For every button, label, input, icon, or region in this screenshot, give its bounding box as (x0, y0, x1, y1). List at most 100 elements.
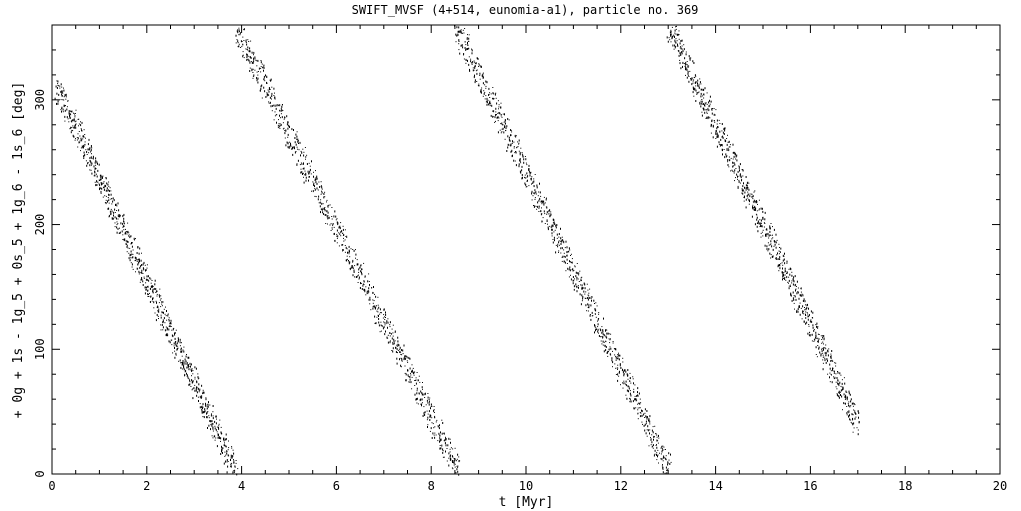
data-point (477, 84, 479, 86)
data-point (503, 131, 505, 134)
data-point (218, 436, 220, 439)
data-point (747, 193, 749, 196)
data-point (614, 354, 616, 356)
data-point (281, 104, 283, 106)
data-point (374, 315, 376, 318)
data-point (605, 346, 607, 348)
data-point (543, 200, 545, 203)
data-point (762, 210, 764, 213)
data-point (572, 276, 574, 278)
x-tick-label: 6 (333, 479, 340, 493)
data-point (164, 322, 166, 324)
data-point (198, 400, 199, 402)
data-point (505, 127, 507, 130)
data-point (825, 361, 827, 364)
data-point (130, 243, 132, 245)
data-point (226, 471, 228, 474)
data-point (504, 138, 506, 140)
data-point (329, 204, 331, 206)
data-point (74, 139, 76, 141)
data-point (681, 48, 683, 50)
data-point (92, 157, 94, 160)
data-point (79, 140, 81, 142)
data-point (417, 403, 419, 405)
data-point (856, 427, 858, 429)
data-point (327, 215, 329, 217)
data-point (778, 264, 780, 267)
data-point (336, 235, 338, 237)
data-point (239, 32, 241, 35)
data-point (591, 311, 593, 314)
data-point (632, 378, 634, 380)
data-point (295, 151, 297, 153)
data-point (305, 176, 307, 179)
data-point (68, 113, 70, 115)
data-point (422, 388, 423, 390)
data-point (595, 309, 597, 312)
data-point (690, 78, 691, 80)
data-point (619, 364, 621, 367)
data-point (478, 85, 480, 87)
data-point (804, 307, 805, 308)
data-point (662, 460, 664, 462)
data-point (83, 136, 85, 138)
data-point (560, 247, 562, 249)
data-point (308, 179, 309, 182)
data-point (428, 410, 430, 413)
data-point (106, 187, 108, 190)
data-point (422, 393, 424, 396)
data-point (754, 223, 756, 226)
data-point (434, 426, 436, 428)
data-point (500, 132, 502, 134)
data-point (344, 251, 346, 253)
data-point (464, 41, 466, 43)
data-point (168, 325, 170, 327)
data-point (547, 223, 548, 225)
data-point (178, 338, 179, 341)
data-point (207, 403, 209, 406)
data-point (807, 303, 808, 306)
data-point (587, 289, 589, 291)
data-point (460, 29, 462, 31)
data-point (492, 110, 494, 112)
data-point (343, 234, 345, 236)
data-point (171, 329, 173, 331)
data-point (518, 143, 520, 145)
data-point (423, 412, 425, 415)
data-point (739, 182, 741, 184)
data-point (360, 282, 361, 285)
data-point (274, 98, 276, 100)
data-point (797, 287, 799, 289)
data-point (457, 30, 459, 33)
data-point (817, 327, 819, 329)
data-point (348, 260, 349, 261)
data-point (440, 431, 441, 434)
data-point (726, 148, 728, 150)
data-point (442, 448, 444, 451)
data-point (375, 307, 376, 310)
data-point (141, 252, 142, 254)
data-point (248, 50, 250, 53)
data-point (210, 424, 212, 426)
data-point (586, 283, 588, 285)
data-point (442, 451, 444, 454)
data-point (163, 317, 165, 320)
data-point (675, 45, 677, 47)
data-point (273, 87, 275, 90)
data-point (419, 381, 421, 383)
data-point (91, 147, 92, 149)
data-point (401, 354, 403, 356)
data-point (257, 71, 259, 72)
data-point (73, 126, 75, 128)
data-point (718, 119, 720, 121)
data-point (295, 143, 297, 146)
data-point (430, 405, 432, 407)
data-point (728, 149, 730, 152)
data-point (780, 263, 782, 265)
data-point (543, 210, 545, 213)
data-point (758, 222, 760, 225)
data-point (751, 193, 753, 195)
data-point (764, 218, 766, 221)
data-point (718, 143, 720, 145)
data-point (112, 217, 114, 220)
